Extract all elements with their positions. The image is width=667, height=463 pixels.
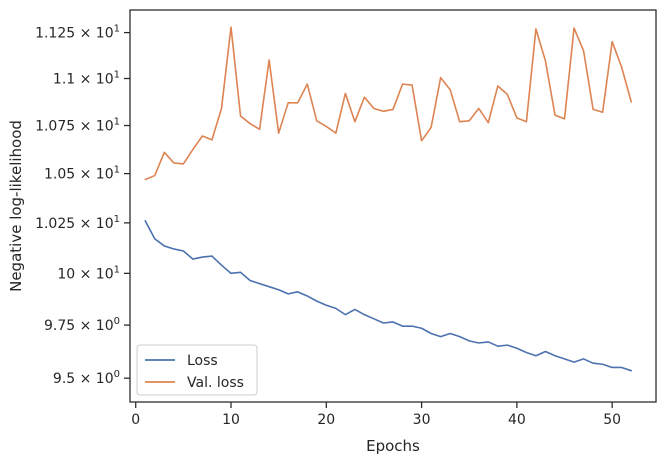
y-tick-mantissa: 1.025 — [35, 216, 75, 232]
y-tick-times: × 10 — [75, 371, 113, 387]
y-tick-exponent: 1 — [114, 214, 120, 225]
x-tick-label: 50 — [603, 412, 621, 428]
legend: Loss Val. loss — [136, 344, 258, 396]
y-tick-times: × 10 — [75, 26, 113, 42]
series-line-0 — [144, 220, 633, 372]
y-tick-mantissa: 1.1 — [53, 72, 75, 88]
x-tick-label: 40 — [508, 412, 526, 428]
plot-frame — [129, 9, 657, 403]
y-tick-times: × 10 — [75, 167, 113, 183]
y-tick-exponent: 1 — [114, 165, 120, 176]
y-tick-mantissa: 9.75 — [44, 318, 75, 334]
y-tick-label: 1.025 × 101 — [35, 214, 120, 232]
y-tick-label: 10 × 101 — [57, 264, 120, 282]
legend-label: Val. loss — [187, 375, 244, 391]
y-tick-label: 1.075 × 101 — [35, 117, 120, 135]
x-tick-label: 0 — [131, 412, 140, 428]
y-tick-mantissa: 1.125 — [35, 26, 75, 42]
y-tick-mantissa: 9.5 — [53, 371, 75, 387]
y-tick-mantissa: 1.075 — [35, 119, 75, 135]
series-line-1 — [144, 26, 633, 181]
y-tick-exponent: 0 — [114, 316, 120, 327]
y-tick-label: 1.1 × 101 — [53, 70, 120, 88]
x-axis-label: Epochs — [366, 437, 420, 455]
y-tick-label: 1.05 × 101 — [44, 165, 120, 183]
y-tick-exponent: 0 — [114, 369, 120, 380]
y-tick-times: × 10 — [75, 266, 113, 282]
y-tick-exponent: 1 — [114, 264, 120, 275]
y-tick-exponent: 1 — [114, 70, 120, 81]
y-tick-times: × 10 — [75, 119, 113, 135]
y-tick-exponent: 1 — [114, 117, 120, 128]
y-tick-mantissa: 1.05 — [44, 167, 75, 183]
y-axis-label: Negative log-likelihood — [7, 120, 25, 292]
x-tick-label: 20 — [317, 412, 335, 428]
y-tick-label: 9.5 × 100 — [53, 369, 120, 387]
x-tick-label: 10 — [222, 412, 240, 428]
x-tick-label: 30 — [413, 412, 431, 428]
y-tick-times: × 10 — [75, 216, 113, 232]
y-tick-label: 1.125 × 101 — [35, 24, 120, 42]
series-layer — [144, 26, 633, 372]
x-axis: 0 10 20 30 40 50 — [131, 402, 621, 428]
y-tick-exponent: 1 — [114, 24, 120, 35]
y-tick-times: × 10 — [75, 72, 113, 88]
y-tick-label: 9.75 × 100 — [44, 316, 120, 334]
y-tick-times: × 10 — [75, 318, 113, 334]
y-tick-mantissa: 10 — [57, 266, 75, 282]
legend-label: Loss — [187, 353, 218, 369]
